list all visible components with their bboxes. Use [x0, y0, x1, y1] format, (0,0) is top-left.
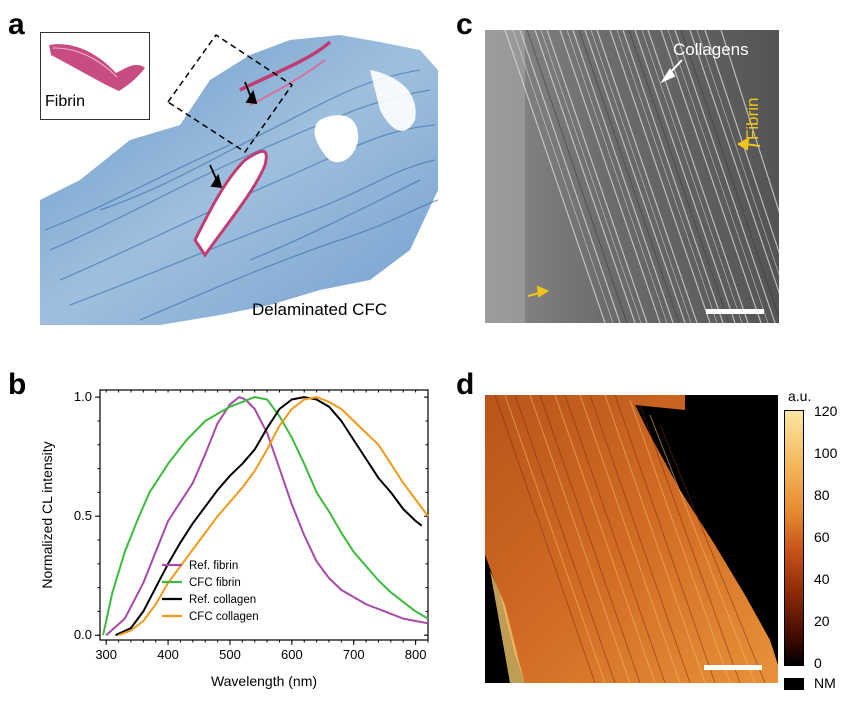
fibrin-label: Fibrin	[743, 97, 762, 140]
colorbar-tick: 20	[814, 613, 830, 629]
colorbar-tick: 80	[814, 487, 830, 503]
x-tick-label: 400	[157, 647, 179, 662]
cl-map-drawing	[485, 395, 778, 683]
sem-image: Collagens Fibrin	[485, 30, 779, 323]
colorbar-tick: 0	[814, 655, 822, 671]
chart-svg: 300 400 500 600 700 800 0.0 0.5 1.0 Wavelength (n…	[39, 389, 429, 689]
nm-label: NM	[814, 675, 836, 691]
colorbar-tick: 120	[814, 403, 838, 419]
colorbar-tick: 40	[814, 571, 830, 587]
legend-label: CFC collagen	[189, 611, 259, 623]
sem-fibers-drawing	[485, 30, 779, 323]
fibrin-inset-drawing	[49, 44, 145, 91]
panel-letter-a: a	[8, 8, 25, 41]
panel-letter-d: d	[456, 368, 475, 401]
histology-caption: Delaminated CFC	[252, 300, 388, 319]
y-tick-label: 1.0	[74, 389, 92, 404]
legend-label: Ref. fibrin	[189, 560, 238, 572]
legend-label: Ref. collagen	[189, 594, 256, 606]
colorbar	[784, 410, 804, 666]
nm-swatch	[784, 678, 804, 690]
x-tick-label: 700	[343, 647, 365, 662]
histology-image: Fibrin Delaminated CFC	[40, 30, 438, 325]
colorbar-tick: 100	[814, 445, 838, 461]
x-axis-title: Wavelength (nm)	[211, 673, 317, 689]
histology-stain-drawing	[40, 30, 438, 325]
x-tick-label: 600	[281, 647, 303, 662]
y-axis-title: Normalized CL intensity	[39, 441, 55, 588]
cl-spectra-chart: 300 400 500 600 700 800 0.0 0.5 1.0 Wavelength (n…	[30, 380, 440, 700]
panel-letter-b: b	[8, 368, 27, 401]
colorbar-unit: a.u.	[788, 388, 812, 404]
collagens-label: Collagens	[673, 40, 749, 59]
x-tick-label: 300	[95, 647, 117, 662]
inset-label: Fibrin	[45, 93, 86, 110]
series-line-cfc-fibrin	[102, 396, 429, 636]
cl-intensity-map	[485, 395, 778, 683]
x-tick-label: 500	[219, 647, 241, 662]
colorbar-tick: 60	[814, 529, 830, 545]
fibrin-inset: Fibrin	[40, 32, 150, 120]
series-line-ref-collagen	[115, 396, 423, 637]
series-line-cfc-collagen	[118, 396, 429, 637]
y-tick-label: 0.5	[74, 508, 92, 523]
panel-letter-c: c	[456, 8, 473, 41]
x-tick-label: 800	[405, 647, 427, 662]
series-line-ref-fibrin	[105, 396, 429, 636]
legend-label: CFC fibrin	[189, 577, 241, 589]
y-tick-label: 0.0	[74, 627, 92, 642]
